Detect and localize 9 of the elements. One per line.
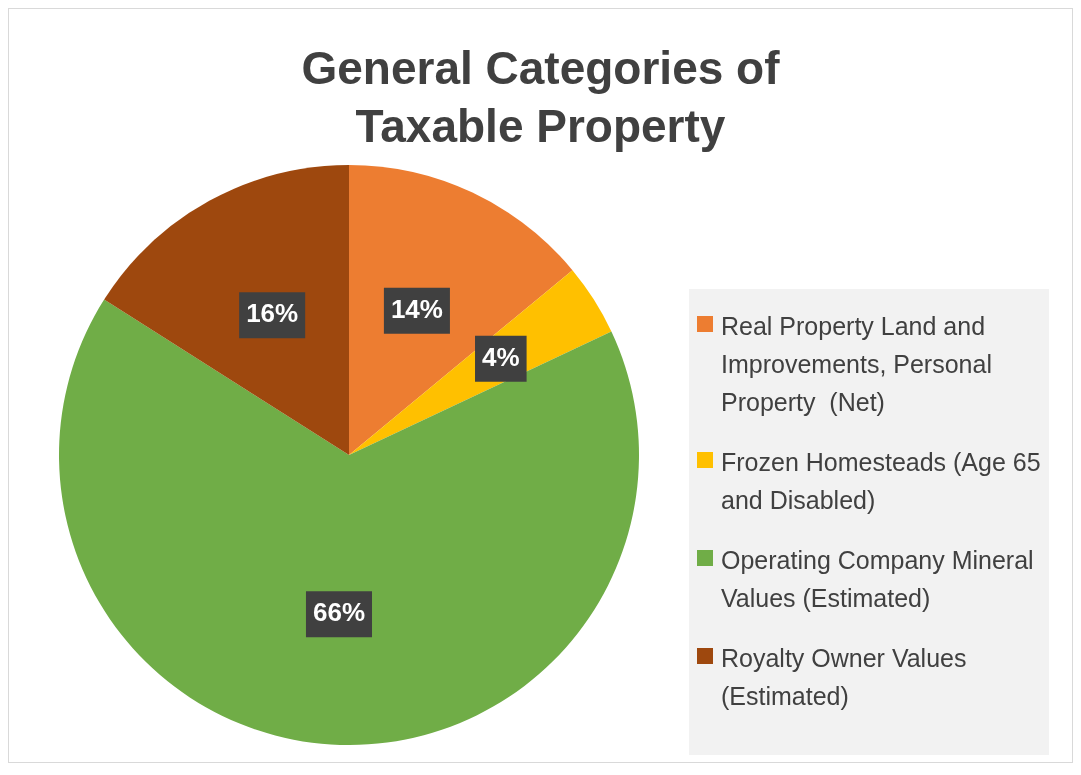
legend-label: Real Property Land and Improvements, Personal Property (Net)	[721, 311, 993, 418]
chart-title: General Categories of Taxable Property	[300, 41, 781, 154]
data-label: 4%	[482, 341, 520, 372]
data-label: 14%	[390, 293, 443, 324]
legend-label: Frozen Homesteads (Age 65 and Disabled)	[721, 447, 1041, 516]
data-label: 16%	[246, 298, 299, 329]
data-label: 66%	[312, 597, 366, 628]
legend-label: Operating Company Mineral Values (Estimated)	[721, 545, 1035, 614]
legend-label: Royalty Owner Values (Estimated)	[721, 643, 968, 712]
